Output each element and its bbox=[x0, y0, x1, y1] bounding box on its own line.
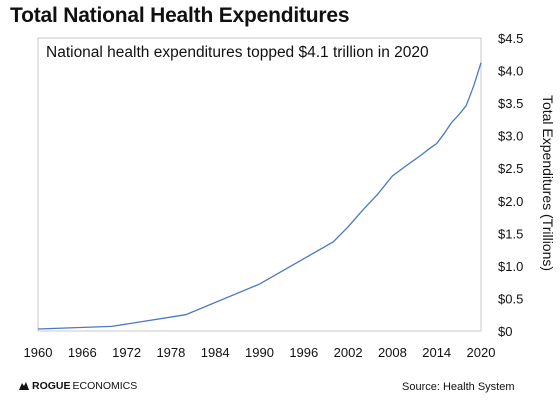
y-axis-ticks: $0 $0.5 $1.0 $1.5 $2.0 $2.5 $3.0 $3.5 $4.0 $4.5 bbox=[498, 31, 523, 339]
x-tick-label: 1972 bbox=[112, 345, 141, 360]
x-tick-label: 1984 bbox=[201, 345, 230, 360]
plot-frame bbox=[37, 37, 482, 332]
y-axis-label: Total Expenditures (Trillions) bbox=[540, 94, 556, 272]
logo-rest-text: ECONOMICS bbox=[72, 380, 138, 392]
y-tick-label: $1.5 bbox=[498, 226, 523, 241]
y-tick-label: $4.0 bbox=[498, 64, 523, 79]
x-tick-label: 1960 bbox=[24, 345, 53, 360]
rogue-logo-icon bbox=[19, 382, 29, 390]
x-tick-label: 1978 bbox=[156, 345, 185, 360]
y-tick-label: $2.0 bbox=[498, 194, 523, 209]
x-tick-label: 2020 bbox=[467, 345, 496, 360]
chart-annotation: National health expenditures topped $4.1… bbox=[46, 44, 429, 61]
logo-bold-text: ROGUE bbox=[32, 380, 71, 392]
x-tick-label: 1990 bbox=[245, 345, 274, 360]
x-tick-label: 1996 bbox=[289, 345, 318, 360]
y-tick-label: $4.5 bbox=[498, 31, 523, 46]
y-tick-label: $0.5 bbox=[498, 291, 523, 306]
brand-logo: ROGUE ECONOMICS bbox=[18, 380, 137, 392]
x-tick-label: 1966 bbox=[68, 345, 97, 360]
y-tick-label: $3.5 bbox=[498, 96, 523, 111]
x-tick-label: 2002 bbox=[334, 345, 363, 360]
x-tick-label: 2014 bbox=[422, 345, 451, 360]
y-tick-label: $0 bbox=[498, 324, 512, 339]
y-tick-label: $1.0 bbox=[498, 259, 523, 274]
y-tick-label: $2.5 bbox=[498, 161, 523, 176]
series-line bbox=[37, 62, 482, 330]
source-note: Source: Health System bbox=[402, 381, 515, 393]
y-tick-label: $3.0 bbox=[498, 129, 523, 144]
x-tick-label: 2008 bbox=[378, 345, 407, 360]
chart-title: Total National Health Expenditures bbox=[10, 4, 350, 27]
x-axis-ticks: 1960 1966 1972 1978 1984 1990 1996 2002 2008 2014… bbox=[24, 345, 496, 360]
